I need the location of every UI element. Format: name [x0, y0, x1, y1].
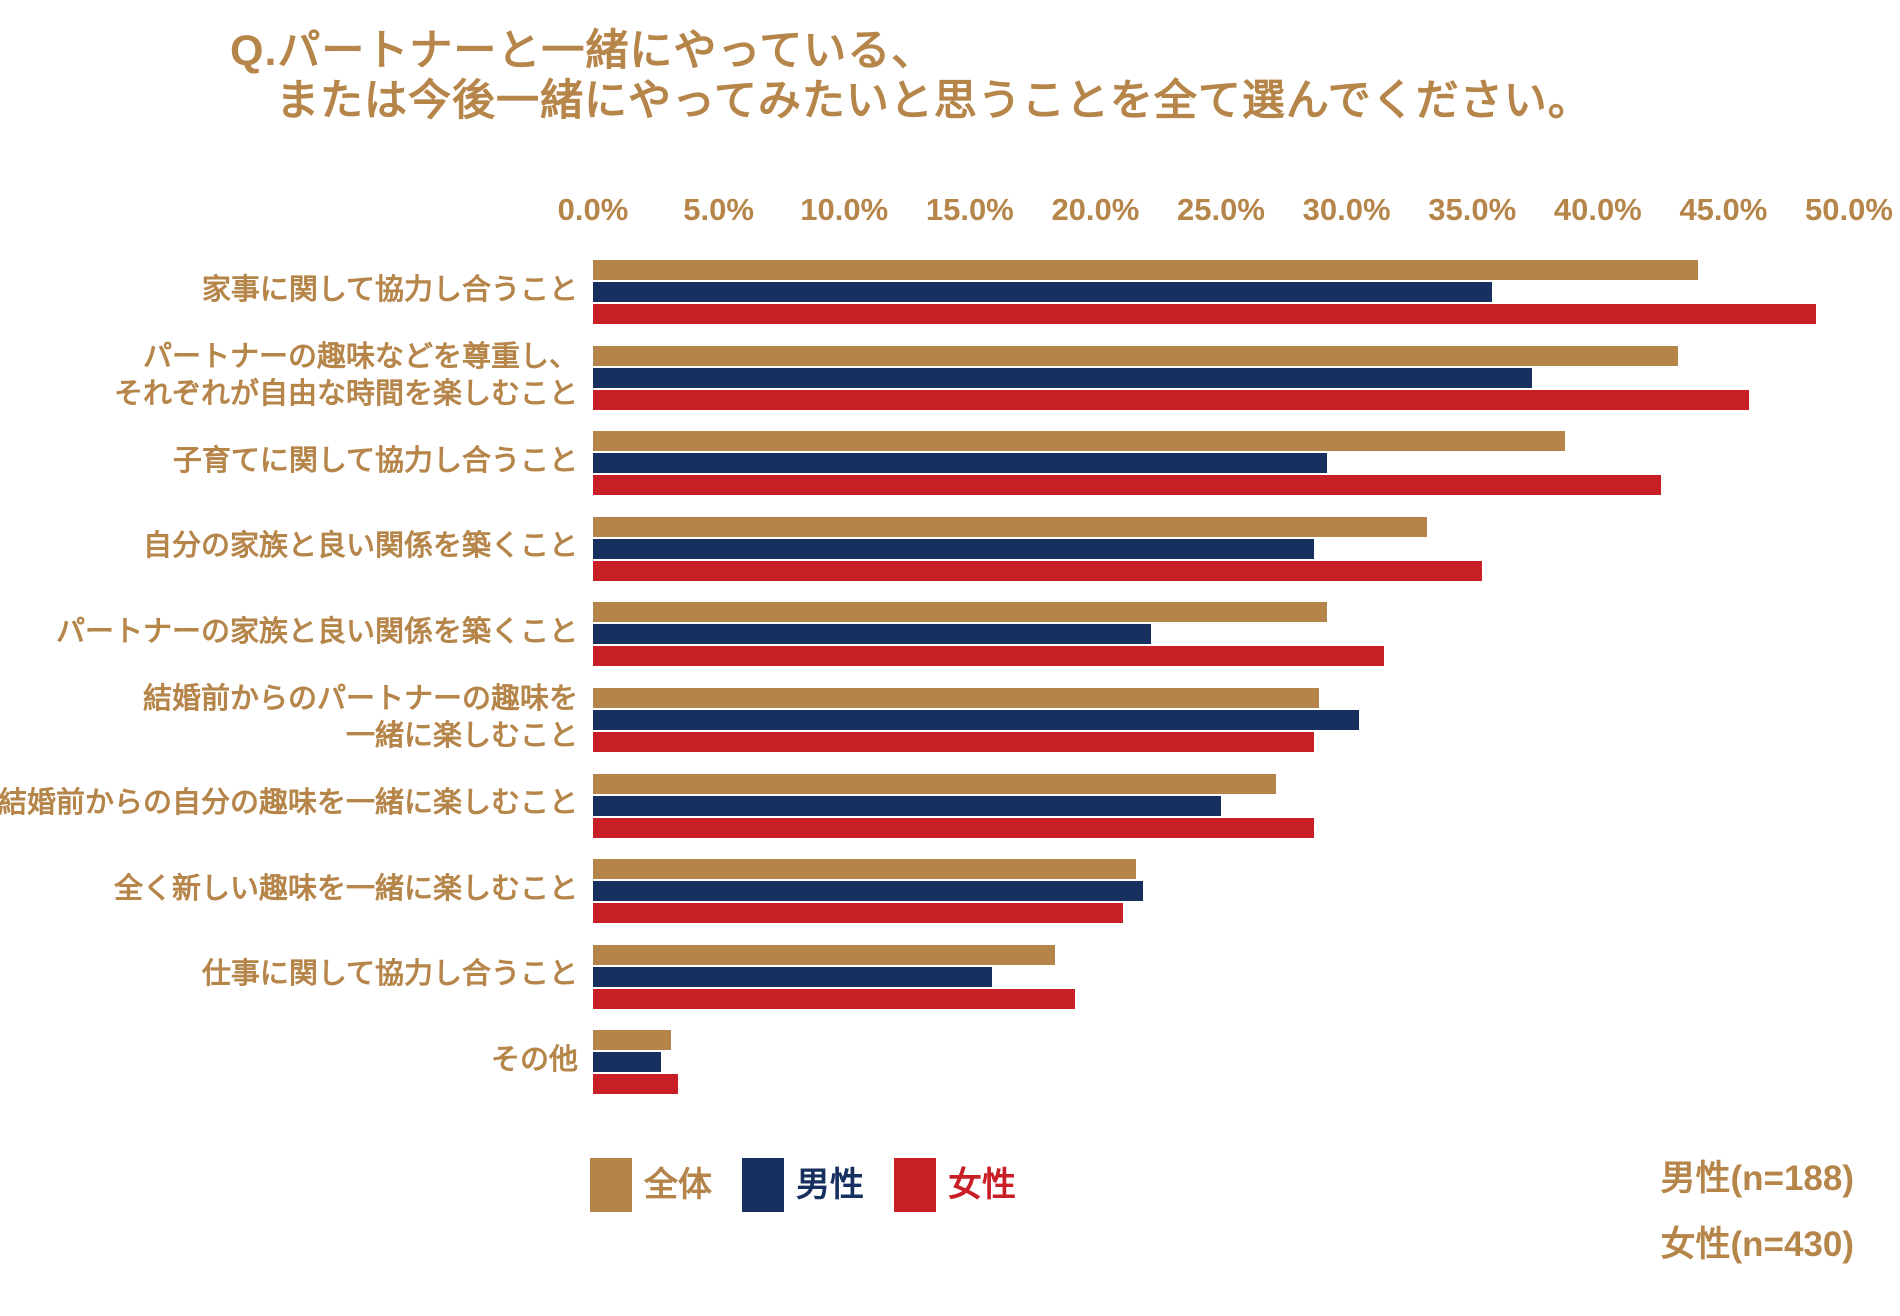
- bar-male-row5: [593, 624, 1151, 645]
- bar-female-row7: [593, 817, 1314, 838]
- bar-male-row2: [593, 367, 1533, 388]
- category-label-line: 仕事に関して協力し合うこと: [201, 958, 578, 991]
- legend-item-female: 女性: [894, 1158, 1016, 1212]
- category-label-line: パートナーの趣味などを尊重し、: [142, 340, 578, 373]
- bar-total-row2: [593, 345, 1679, 366]
- bar-male-row8: [593, 881, 1144, 902]
- category-label-line: パートナーの家族と良い関係を築くこと: [55, 615, 578, 648]
- legend-swatch-female: [894, 1158, 936, 1212]
- x-axis-tick: 15.0%: [925, 192, 1014, 227]
- bar-female-row6: [593, 732, 1314, 752]
- bar-female-row10: [593, 1074, 679, 1095]
- x-axis-tick: 35.0%: [1428, 192, 1517, 227]
- category-label: その他: [491, 1042, 578, 1079]
- bar-male-row7: [593, 795, 1221, 816]
- bar-total-row8: [593, 859, 1136, 880]
- bar-total-row10: [593, 1030, 671, 1051]
- legend: 全体 男性 女性: [590, 1158, 1046, 1212]
- category-label: 自分の家族と良い関係を築くこと: [143, 528, 578, 565]
- bar-male-row6: [593, 710, 1360, 730]
- category-label: パートナーの趣味などを尊重し、それぞれが自由な時間を楽しむこと: [114, 339, 578, 413]
- category-label: 全く新しい趣味を一緒に楽しむこと: [114, 871, 578, 908]
- category-label-line: 一緒に楽しむこと: [345, 720, 578, 752]
- bar-male-row3: [593, 453, 1327, 474]
- category-label: 子育てに関して協力し合うこと: [173, 443, 578, 480]
- category-label-line: 全く新しい趣味を一緒に楽しむこと: [113, 872, 578, 905]
- bar-total-row6: [593, 688, 1319, 708]
- sample-size-male: 男性(n=188): [1660, 1159, 1854, 1198]
- x-axis-tick: 45.0%: [1679, 192, 1768, 227]
- x-axis-tick: 20.0%: [1051, 192, 1140, 227]
- category-label: パートナーの家族と良い関係を築くこと: [56, 614, 578, 651]
- legend-swatch-male: [742, 1158, 784, 1212]
- bar-male-row4: [593, 538, 1314, 559]
- bar-female-row4: [593, 560, 1483, 581]
- legend-swatch-total: [590, 1158, 632, 1212]
- bar-female-row5: [593, 646, 1385, 667]
- bar-total-row3: [593, 431, 1566, 452]
- category-label-line: 結婚前からのパートナーの趣味を: [142, 683, 578, 715]
- sample-size-female: 女性(n=430): [1660, 1225, 1854, 1264]
- legend-label-female: 女性: [948, 1166, 1016, 1204]
- x-axis-tick: 30.0%: [1302, 192, 1391, 227]
- category-label-line: 家事に関して協力し合うこと: [201, 273, 578, 306]
- category-label-line: 自分の家族と良い関係を築くこと: [142, 530, 578, 563]
- sample-size-note: 男性(n=188) 女性(n=430): [1660, 1146, 1854, 1278]
- x-axis-tick: 40.0%: [1553, 192, 1642, 227]
- bar-male-row1: [593, 282, 1493, 302]
- chart-title-line1: Q.パートナーと一緒にやっている、: [230, 27, 936, 75]
- category-label-line: その他: [490, 1043, 578, 1076]
- bar-female-row3: [593, 475, 1661, 496]
- bar-female-row9: [593, 988, 1076, 1009]
- category-label: 結婚前からのパートナーの趣味を一緒に楽しむこと: [143, 681, 578, 755]
- category-label-line: それぞれが自由な時間を楽しむこと: [113, 377, 578, 410]
- category-label: 結婚前からの自分の趣味を一緒に楽しむこと: [0, 785, 578, 822]
- x-axis-tick: 50.0%: [1805, 192, 1893, 227]
- category-label: 家事に関して協力し合うこと: [202, 272, 578, 309]
- x-axis-tick: 5.0%: [683, 192, 754, 227]
- legend-item-total: 全体: [590, 1158, 712, 1212]
- chart-title-line2: または今後一緒にやってみたいと思うことを全て選んでください。: [276, 77, 1592, 125]
- category-label-line: 結婚前からの自分の趣味を一緒に楽しむこと: [0, 787, 578, 820]
- category-label: 仕事に関して協力し合うこと: [202, 956, 578, 993]
- bar-total-row5: [593, 602, 1327, 623]
- bar-total-row7: [593, 773, 1277, 794]
- legend-label-male: 男性: [796, 1166, 864, 1204]
- category-label-line: 子育てに関して協力し合うこと: [172, 444, 578, 477]
- bar-male-row9: [593, 966, 993, 987]
- bar-female-row8: [593, 903, 1124, 924]
- bar-total-row1: [593, 260, 1699, 280]
- bar-male-row10: [593, 1052, 661, 1073]
- legend-item-male: 男性: [742, 1158, 864, 1212]
- bar-total-row4: [593, 516, 1427, 537]
- legend-label-total: 全体: [644, 1166, 712, 1204]
- bar-female-row2: [593, 389, 1749, 410]
- bar-female-row1: [593, 304, 1817, 324]
- bar-total-row9: [593, 944, 1056, 965]
- x-axis-tick: 10.0%: [800, 192, 889, 227]
- x-axis-tick: 25.0%: [1177, 192, 1265, 227]
- x-axis-tick: 0.0%: [557, 192, 629, 227]
